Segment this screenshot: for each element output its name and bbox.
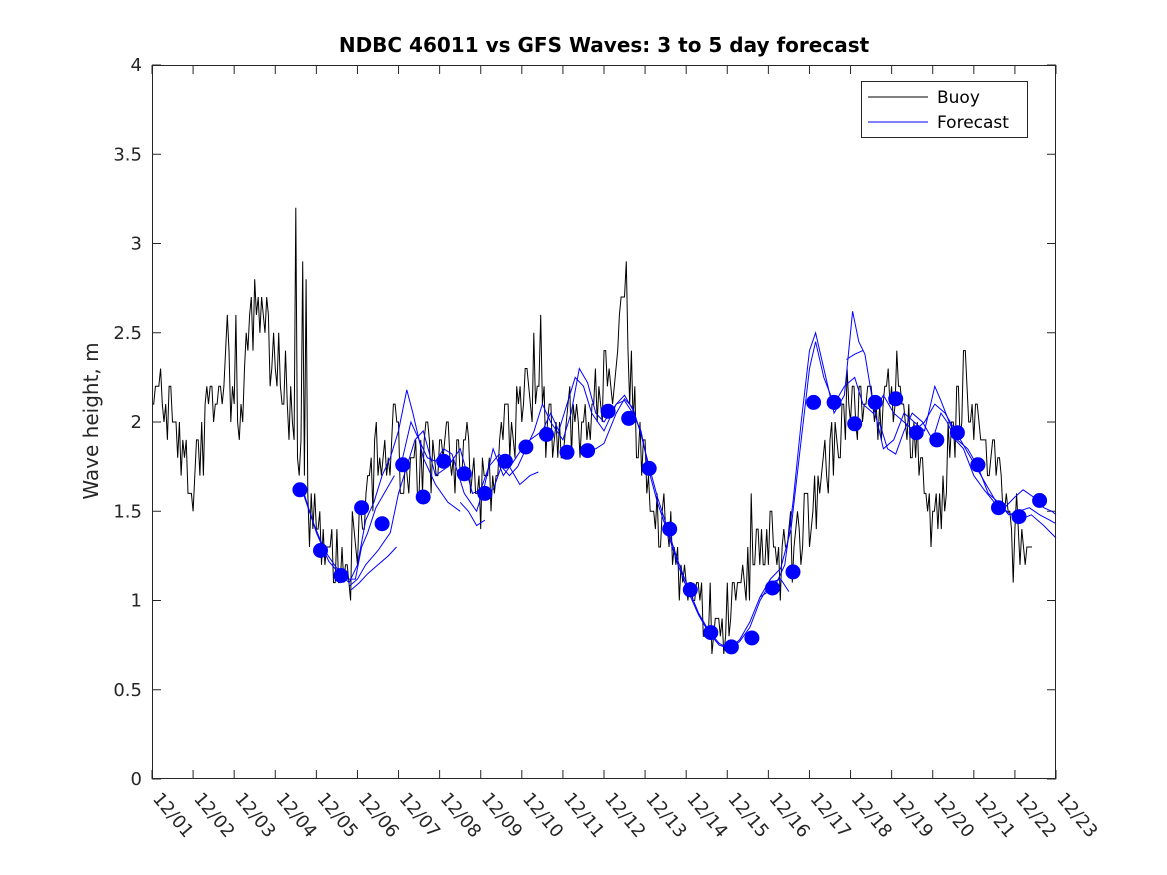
forecast-point <box>621 410 637 426</box>
forecast-point <box>908 425 924 441</box>
forecast-point <box>600 403 616 419</box>
y-tick-label: 3.5 <box>113 144 142 165</box>
x-tick-label: 12/13 <box>641 789 690 842</box>
forecast-point <box>970 457 986 473</box>
y-tick-label: 3 <box>131 234 142 255</box>
forecast-point <box>703 625 719 641</box>
forecast-point <box>395 457 411 473</box>
forecast-point <box>559 444 575 460</box>
forecast-point <box>518 439 534 455</box>
forecast-point <box>888 391 904 407</box>
y-tick-label: 1.5 <box>113 501 142 522</box>
forecast-point <box>374 516 390 532</box>
x-tick-label: 12/20 <box>929 789 978 842</box>
x-tick-label: 12/18 <box>847 789 896 842</box>
forecast-point <box>744 630 760 646</box>
forecast-series-line <box>301 475 395 580</box>
x-tick-label: 12/22 <box>1011 789 1060 842</box>
x-tick-label: 12/23 <box>1052 789 1101 842</box>
forecast-series-line <box>587 341 1057 650</box>
forecast-point <box>991 500 1006 516</box>
x-tick-label: 12/15 <box>723 789 772 842</box>
forecast-point <box>477 485 493 501</box>
x-tick-label: 12/14 <box>682 789 731 842</box>
forecast-point <box>456 466 472 482</box>
forecast-point <box>929 432 945 448</box>
forecast-series-line <box>459 501 486 527</box>
x-tick-label: 12/04 <box>271 789 320 842</box>
x-tick-label: 12/01 <box>148 789 197 842</box>
x-tick-label: 12/09 <box>477 789 526 842</box>
x-tick-label: 12/07 <box>395 789 444 842</box>
x-tick-label: 12/08 <box>436 789 485 842</box>
forecast-point <box>539 427 554 442</box>
forecast-point <box>723 639 739 655</box>
forecast-point <box>641 460 657 476</box>
forecast-point <box>806 394 822 410</box>
x-tick-label: 12/16 <box>765 789 814 842</box>
legend-box <box>861 81 1028 138</box>
forecast-point <box>1011 509 1027 525</box>
forecast-point <box>292 482 308 498</box>
forecast-point <box>436 453 452 469</box>
x-tick-label: 12/12 <box>600 789 649 842</box>
legend: Buoy Forecast <box>861 81 1028 138</box>
x-tick-label: 12/03 <box>230 789 279 842</box>
forecast-point <box>354 500 370 516</box>
forecast-series-line <box>846 350 864 360</box>
forecast-series-line <box>350 546 397 591</box>
legend-forecast-label: Forecast <box>937 113 1009 133</box>
x-tick-label: 12/05 <box>313 789 362 842</box>
forecast-point <box>765 580 780 596</box>
forecast-point <box>580 443 596 459</box>
forecast-point <box>497 453 513 469</box>
buoy-series-line <box>152 207 1032 655</box>
y-tick-label: 2 <box>131 412 142 433</box>
forecast-point <box>662 521 678 537</box>
y-tick-label: 1 <box>131 591 142 612</box>
plot-frame <box>152 65 1056 779</box>
forecast-point <box>785 564 801 580</box>
forecast-point <box>682 582 698 598</box>
y-tick-label: 0 <box>131 769 142 790</box>
forecast-point <box>1032 493 1048 508</box>
forecast-point <box>333 568 349 583</box>
x-tick-label: 12/21 <box>970 789 1019 842</box>
x-tick-label: 12/17 <box>806 789 855 842</box>
forecast-point <box>826 394 842 410</box>
forecast-point <box>847 416 863 432</box>
x-tick-label: 12/11 <box>559 789 608 842</box>
y-axis-label: Wave height, m <box>79 342 103 499</box>
chart-title: NDBC 46011 vs GFS Waves: 3 to 5 day fore… <box>339 33 870 57</box>
y-tick-label: 0.5 <box>113 680 142 701</box>
forecast-point <box>867 394 883 410</box>
forecast-point <box>949 425 965 441</box>
forecast-point <box>415 489 431 505</box>
x-tick-label: 12/10 <box>518 789 567 842</box>
forecast-series-line <box>878 411 1057 516</box>
y-tick-label: 2.5 <box>113 323 142 344</box>
x-tick-label: 12/19 <box>888 789 937 842</box>
forecast-point <box>313 543 328 558</box>
x-tick-label: 12/02 <box>189 789 238 842</box>
legend-buoy-label: Buoy <box>937 88 980 108</box>
y-tick-label: 4 <box>131 55 142 76</box>
x-tick-label: 12/06 <box>354 789 403 842</box>
